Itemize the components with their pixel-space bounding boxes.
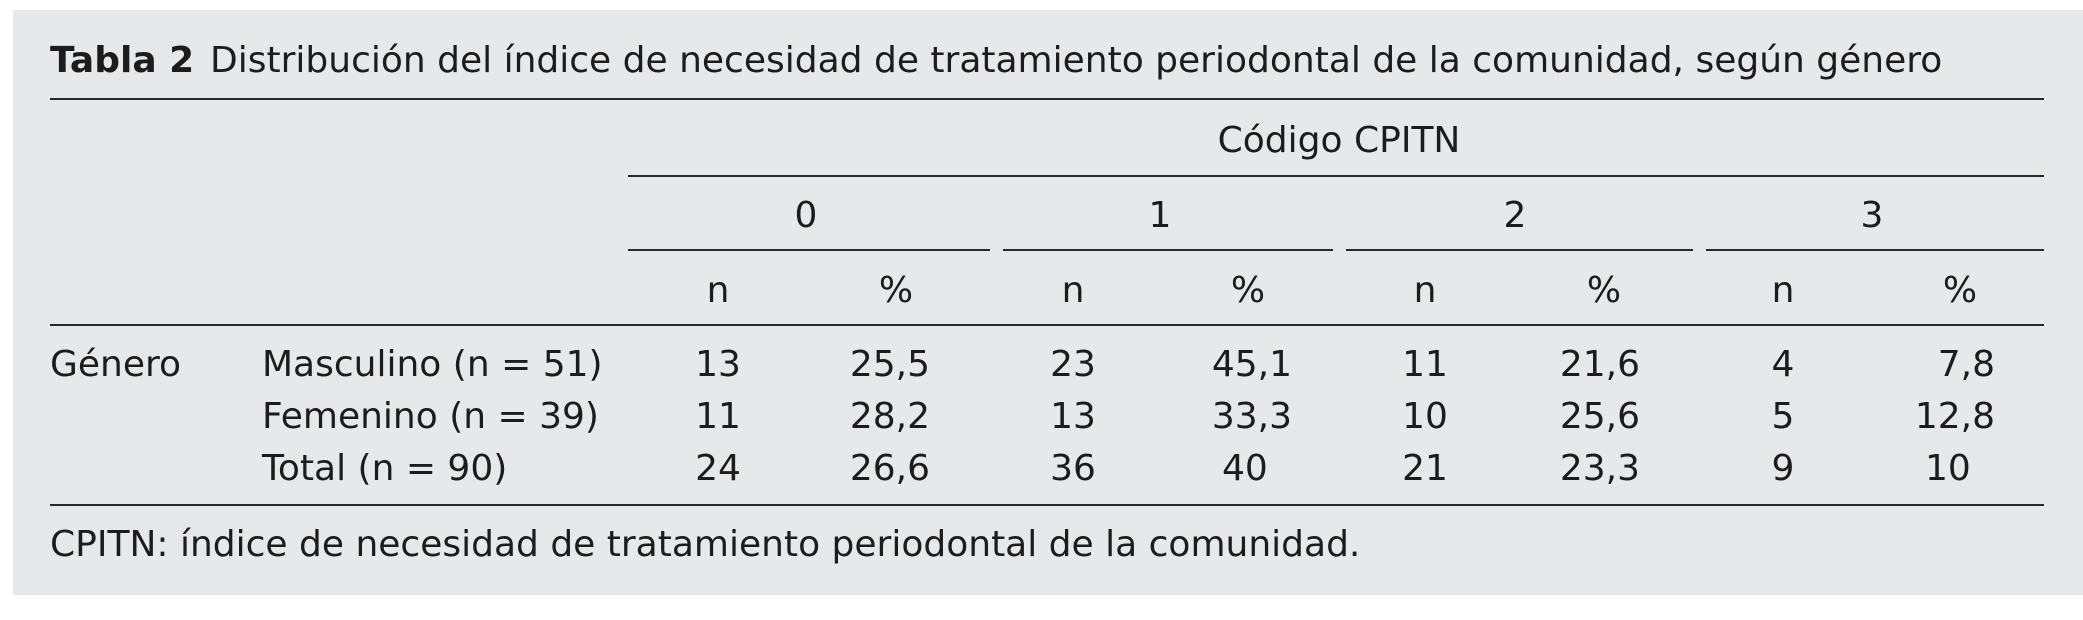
cell-n: 5 [1771, 396, 1795, 437]
code-header-1: 1 [1148, 195, 1172, 236]
cell-n: 10 [1402, 396, 1448, 437]
cell-pct: 33,3 [1211, 396, 1292, 437]
cell-pct: 10 [1925, 448, 1971, 489]
subheader-n: n [1771, 270, 1795, 311]
table-label: Tabla 2 [50, 40, 195, 81]
header-bottom-rule [50, 324, 2044, 326]
code-rule-1 [1003, 249, 1333, 251]
code-rule-0 [628, 249, 990, 251]
subheader-n: n [1413, 270, 1437, 311]
row-label: Femenino (n = 39) [262, 396, 599, 437]
cell-n: 13 [1050, 396, 1096, 437]
cell-pct: 25,6 [1559, 396, 1640, 437]
cell-n: 23 [1050, 344, 1096, 385]
cell-n: 13 [695, 344, 741, 385]
code-rule-2 [1346, 249, 1693, 251]
cell-n: 36 [1050, 448, 1096, 489]
row-group-label: Género [50, 344, 182, 385]
cpitn-header: Código CPITN [1217, 120, 1461, 161]
cell-n: 4 [1771, 344, 1795, 385]
row-label: Masculino (n = 51) [262, 344, 603, 385]
cpitn-rule [628, 175, 2044, 177]
row-label: Total (n = 90) [262, 448, 508, 489]
subheader-pct: % [1230, 270, 1266, 311]
cell-pct: 45,1 [1211, 344, 1292, 385]
cell-pct: 21,6 [1559, 344, 1640, 385]
cell-pct: 40 [1222, 448, 1268, 489]
subheader-n: n [706, 270, 730, 311]
top-rule [50, 98, 2044, 100]
cell-pct: 26,6 [849, 448, 930, 489]
cell-n: 11 [695, 396, 741, 437]
code-rule-3 [1706, 249, 2044, 251]
code-header-2: 2 [1503, 195, 1527, 236]
table-panel [13, 10, 2083, 595]
cell-n: 21 [1402, 448, 1448, 489]
cell-pct: 12,8 [1914, 396, 1995, 437]
code-header-3: 3 [1860, 195, 1884, 236]
subheader-n: n [1061, 270, 1085, 311]
cell-pct: 28,2 [849, 396, 930, 437]
cell-n: 24 [695, 448, 741, 489]
cell-pct: 23,3 [1559, 448, 1640, 489]
cell-n: 9 [1771, 448, 1795, 489]
code-header-0: 0 [794, 195, 818, 236]
subheader-pct: % [878, 270, 914, 311]
bottom-rule [50, 504, 2044, 506]
table-footnote: CPITN: índice de necesidad de tratamient… [50, 524, 1361, 565]
cell-pct: 7,8 [1937, 344, 1995, 385]
table-title: Distribución del índice de necesidad de … [210, 40, 1943, 81]
subheader-pct: % [1586, 270, 1622, 311]
cell-pct: 25,5 [849, 344, 930, 385]
subheader-pct: % [1942, 270, 1978, 311]
cell-n: 11 [1402, 344, 1448, 385]
